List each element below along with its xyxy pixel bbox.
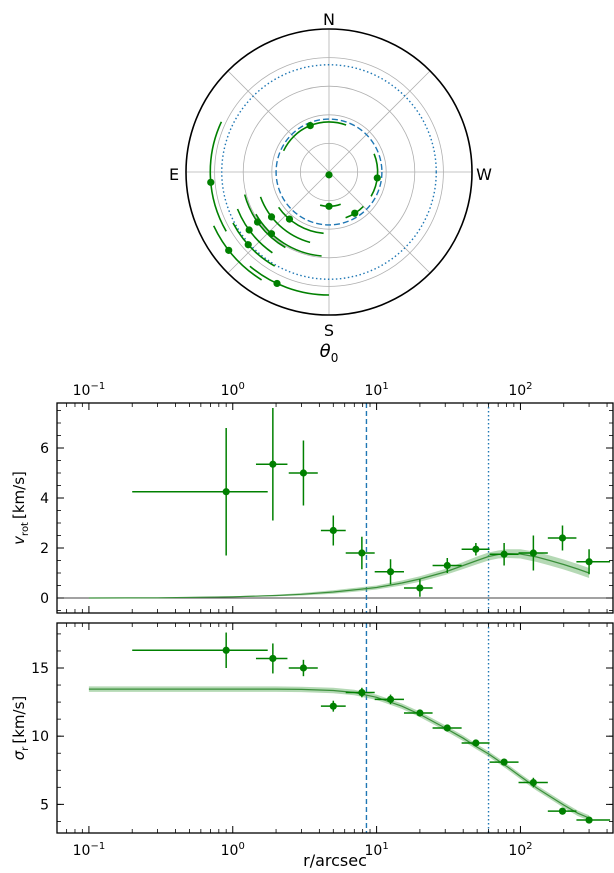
- compass-east-label: E: [169, 165, 179, 184]
- data-point: [299, 469, 308, 477]
- y-axis-label: vrot[km/s]: [10, 471, 31, 545]
- y-tick-label: 5: [40, 797, 49, 813]
- data-point: [358, 688, 366, 697]
- polar-errorbar-arc: [243, 194, 286, 249]
- data-point: [443, 724, 451, 732]
- model-line: [88, 552, 590, 599]
- polar-errorbar-arc: [259, 196, 311, 244]
- model-band: [88, 549, 590, 598]
- y-axis-label: σr[km/s]: [10, 696, 31, 761]
- polar-data-point: [244, 241, 252, 249]
- y-tick-label: 10: [31, 729, 49, 745]
- polar-axis-label: θ0: [320, 341, 339, 365]
- compass-north-label: N: [323, 10, 335, 29]
- polar-errorbar-arc: [282, 121, 347, 152]
- data-point: [222, 646, 230, 654]
- polar-grid-spoke: [328, 70, 431, 173]
- data-point: [299, 664, 308, 672]
- polar-data-point: [253, 218, 262, 226]
- polar-grid-spoke: [227, 70, 330, 173]
- polar-plot: N S E W θ0: [169, 10, 492, 365]
- data-point: [585, 816, 593, 824]
- polar-data-point: [306, 121, 314, 130]
- dispersion-panel: σr[km/s] r/arcsec 10−1 100 101 102 5 10 15: [10, 622, 614, 870]
- x-tick-label: 102: [508, 841, 532, 859]
- x-tick-label: 10−1: [73, 841, 106, 859]
- y-tick-label: 15: [31, 661, 49, 677]
- model-band: [88, 686, 590, 821]
- y-tick-label: 0: [40, 591, 49, 607]
- data-point: [329, 702, 337, 710]
- polar-data-point: [225, 246, 233, 254]
- polar-errorbar-arc: [212, 225, 263, 281]
- reference-circle: [275, 118, 383, 226]
- y-tick-label: 4: [40, 491, 49, 507]
- data-point: [386, 695, 395, 703]
- data-point: [416, 584, 424, 592]
- x-axis-label: r/arcsec: [303, 851, 367, 870]
- x-tick-label: 101: [364, 381, 388, 399]
- x-tick-label: 102: [508, 381, 532, 399]
- y-tick-label: 2: [40, 541, 49, 557]
- data-point: [358, 549, 366, 557]
- data-point: [529, 778, 537, 787]
- polar-errorbar-arc: [249, 265, 330, 296]
- data-point: [529, 549, 537, 557]
- data-point: [558, 534, 567, 542]
- rotation-velocity-panel: vrot[km/s] 10−1 100 101 102 0 2 4 6: [10, 381, 614, 614]
- polar-errorbar-arc: [209, 121, 227, 232]
- data-point: [472, 739, 480, 747]
- polar-errorbar-arc: [232, 222, 276, 267]
- reference-circle: [221, 64, 437, 280]
- data-point: [222, 488, 230, 496]
- polar-data-point: [325, 202, 333, 210]
- axes-frame: [56, 402, 614, 614]
- compass-west-label: W: [476, 165, 492, 184]
- polar-data-point: [351, 209, 359, 217]
- model-line: [88, 688, 590, 819]
- data-point: [472, 545, 480, 553]
- data-point: [386, 568, 395, 576]
- data-point: [500, 550, 508, 558]
- polar-data-point: [245, 226, 253, 234]
- data-point: [269, 460, 277, 468]
- polar-grid-spoke: [328, 171, 431, 274]
- compass-south-label: S: [324, 321, 334, 340]
- polar-data-point: [267, 213, 276, 221]
- x-tick-label: 101: [364, 841, 388, 859]
- axes-frame: [56, 622, 614, 834]
- data-point: [558, 807, 567, 815]
- data-point: [443, 561, 451, 570]
- polar-data-point: [373, 174, 381, 182]
- polar-grid-spoke: [227, 171, 330, 274]
- plot-area: [88, 623, 611, 833]
- polar-errorbar-arc: [236, 208, 273, 254]
- x-tick-label: 100: [221, 381, 245, 399]
- x-tick-label: 10−1: [73, 381, 106, 399]
- polar-data-point: [325, 171, 333, 179]
- x-tick-label: 100: [221, 841, 245, 859]
- polar-errorbar-arc: [277, 206, 324, 235]
- polar-data-point: [207, 178, 215, 186]
- plot-area: [57, 403, 613, 613]
- data-point: [416, 709, 424, 717]
- y-tick-label: 6: [40, 441, 49, 457]
- data-point: [329, 526, 337, 535]
- data-point: [500, 758, 508, 766]
- polar-data-point: [285, 215, 294, 223]
- polar-data-point: [273, 279, 281, 288]
- polar-outer-frame: [185, 28, 473, 316]
- data-point: [585, 558, 593, 566]
- data-point: [269, 654, 277, 663]
